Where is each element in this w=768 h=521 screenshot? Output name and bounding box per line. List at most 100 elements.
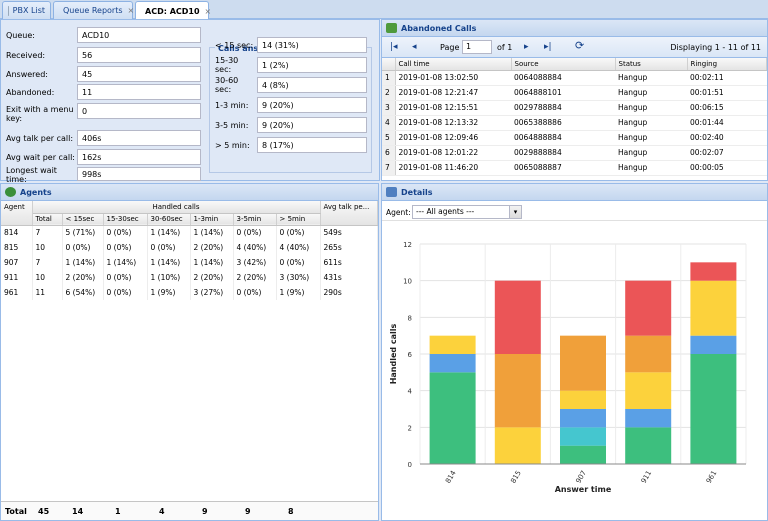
bar-segment <box>560 445 606 464</box>
abandoned-field[interactable]: 11 <box>77 84 201 100</box>
table-row[interactable]: 814 7 5 (71%) 0 (0%) 1 (14%) 1 (14%) 0 (0%) 0 (… <box>1 225 378 240</box>
users-icon <box>5 187 16 197</box>
bar-segment <box>625 409 672 428</box>
avg-talk-field[interactable]: 406s <box>77 130 201 146</box>
refresh-icon[interactable]: ⟳ <box>575 39 585 52</box>
x-tick-label: 814 <box>444 469 458 485</box>
bar-segment <box>560 427 606 446</box>
form-row: Abandoned: <box>6 87 55 97</box>
bar-segment <box>560 335 606 391</box>
agent-filter-bar: Agent: --- All agents --- ▾ <box>382 201 767 221</box>
bar-segment <box>690 354 737 464</box>
bar-segment <box>625 372 672 409</box>
agents-table: Agent Handled calls Avg talk pe... Total… <box>1 201 378 300</box>
form-row: 1-3 min: <box>215 100 249 110</box>
x-tick-label: 815 <box>509 469 523 485</box>
bar-segment <box>494 280 541 354</box>
avg-wait-field[interactable]: 162s <box>77 149 201 165</box>
table-row[interactable]: 3 2019-01-08 12:15:51 0029788884 Hangup 00:0… <box>382 100 767 116</box>
y-tick-label: 4 <box>408 388 413 396</box>
table-row[interactable]: 1 2019-01-08 13:02:50 0064088884 Hangup 00:0… <box>382 70 767 86</box>
queue-summary-form: Queue: ACD10 Received: 56 Answered: 45 A… <box>0 19 380 184</box>
list-icon <box>8 5 9 16</box>
close-icon[interactable]: × <box>127 6 135 15</box>
received-field[interactable]: 56 <box>77 47 201 63</box>
y-tick-label: 10 <box>403 278 412 286</box>
table-row[interactable]: 815 10 0 (0%) 0 (0%) 0 (0%) 2 (20%) 4 (40%) 4 (… <box>1 240 378 255</box>
form-row: 3-5 min: <box>215 120 249 130</box>
queue-field[interactable]: ACD10 <box>77 27 201 43</box>
x-tick-label: 961 <box>705 469 719 485</box>
tab-queue-reports[interactable]: Queue Reports × <box>53 1 135 19</box>
form-row: Avg wait per call: <box>6 152 75 162</box>
bar-segment <box>690 262 737 281</box>
totals-row: Total 45 14 1 4 9 9 8 <box>1 501 378 520</box>
prev-page-icon[interactable]: ◂ <box>412 42 417 52</box>
details-panel: Details Agent: --- All agents --- ▾ 0 2 4 6… <box>381 183 768 521</box>
exit-menu-key-field[interactable]: 0 <box>77 103 201 119</box>
abandoned-calls-panel: Abandoned Calls |◂ ◂ Page 1 of 1 ▸ ▸| ⟳ … <box>381 19 768 181</box>
y-tick-label: 0 <box>408 461 412 469</box>
bar-segment <box>494 427 541 464</box>
bar-segment <box>625 280 672 336</box>
form-row: Received: <box>6 50 46 60</box>
tab-bar: PBX List Queue Reports × ACD: ACD10 × <box>0 0 768 20</box>
form-row: < 15 sec: <box>215 40 254 50</box>
table-row[interactable]: 961 11 6 (54%) 0 (0%) 1 (9%) 3 (27%) 0 (0%) 1 (… <box>1 285 378 300</box>
x-tick-label: 907 <box>574 469 588 485</box>
paging-toolbar: |◂ ◂ Page 1 of 1 ▸ ▸| ⟳ Displaying 1 - 1… <box>382 37 767 58</box>
bar-segment <box>429 335 476 354</box>
tab-acd[interactable]: ACD: ACD10 × <box>135 1 212 20</box>
bar-segment <box>690 335 737 354</box>
m1-3-field[interactable]: 9 (20%) <box>257 97 367 113</box>
bar-segment <box>494 354 541 428</box>
y-tick-label: 8 <box>408 314 412 322</box>
bar-segment <box>560 409 606 428</box>
x-tick-label: 911 <box>640 469 654 485</box>
table-row[interactable]: 907 7 1 (14%) 1 (14%) 1 (14%) 1 (14%) 3 (42%) 0… <box>1 255 378 270</box>
panel-header: Agents <box>1 184 378 201</box>
gt5-field[interactable]: 8 (17%) <box>257 137 367 153</box>
table-row[interactable]: 5 2019-01-08 12:09:46 0064888884 Hangup 00:0… <box>382 130 767 146</box>
s30-60-field[interactable]: 4 (8%) <box>257 77 367 93</box>
m3-5-field[interactable]: 9 (20%) <box>257 117 367 133</box>
s15-30-field[interactable]: 1 (2%) <box>257 57 367 73</box>
last-page-icon[interactable]: ▸| <box>544 42 552 52</box>
form-row: Longest wait time: <box>6 166 57 184</box>
bar-segment <box>625 427 672 464</box>
y-tick-label: 12 <box>403 241 412 249</box>
handled-calls-chart: 0 2 4 6 8 10 12 814 815 907 911 961 Answer time Handl… <box>389 241 747 494</box>
close-icon[interactable]: × <box>204 6 212 16</box>
y-tick-label: 6 <box>408 351 413 359</box>
lt15-field[interactable]: 14 (31%) <box>257 37 367 53</box>
form-row: > 5 min: <box>215 140 250 150</box>
bar-segment <box>690 280 737 336</box>
abandoned-calls-table: Call time Source Status Ringing 1 2019-01… <box>382 58 767 176</box>
next-page-icon[interactable]: ▸ <box>524 42 529 52</box>
table-row[interactable]: 4 2019-01-08 12:13:32 0065388886 Hangup 00:0… <box>382 115 767 131</box>
form-row: 15-30 sec: <box>215 56 239 74</box>
chevron-down-icon[interactable]: ▾ <box>509 206 521 218</box>
bar-segment <box>625 335 672 373</box>
tab-pbx-list[interactable]: PBX List <box>2 1 51 19</box>
form-row: Exit with a menu key: <box>6 105 74 123</box>
bar-segment <box>560 390 606 409</box>
form-row: Answered: <box>6 69 48 79</box>
panel-header: Details <box>382 184 767 201</box>
first-page-icon[interactable]: |◂ <box>390 42 398 52</box>
agents-panel: Agents Agent Handled calls Avg talk pe..… <box>0 183 379 521</box>
form-row: Avg talk per call: <box>6 133 74 143</box>
page-input[interactable]: 1 <box>462 40 492 54</box>
table-row[interactable]: 2 2019-01-08 12:21:47 0064888101 Hangup 00:0… <box>382 85 767 101</box>
longest-wait-field[interactable]: 998s <box>77 167 201 181</box>
table-row[interactable]: 911 10 2 (20%) 0 (0%) 1 (10%) 2 (20%) 2 (20%) 3… <box>1 270 378 285</box>
agent-select[interactable]: --- All agents --- ▾ <box>412 205 522 219</box>
table-row[interactable]: 6 2019-01-08 12:01:22 0029888884 Hangup 00:0… <box>382 145 767 161</box>
phone-icon <box>386 23 397 33</box>
panel-header: Abandoned Calls <box>382 20 767 37</box>
y-tick-label: 2 <box>408 424 412 432</box>
bar-segment <box>429 354 476 373</box>
form-row: Queue: <box>6 30 35 40</box>
table-row[interactable]: 7 2019-01-08 11:46:20 0065088887 Hangup 00:0… <box>382 160 767 176</box>
answered-field[interactable]: 45 <box>77 66 201 82</box>
